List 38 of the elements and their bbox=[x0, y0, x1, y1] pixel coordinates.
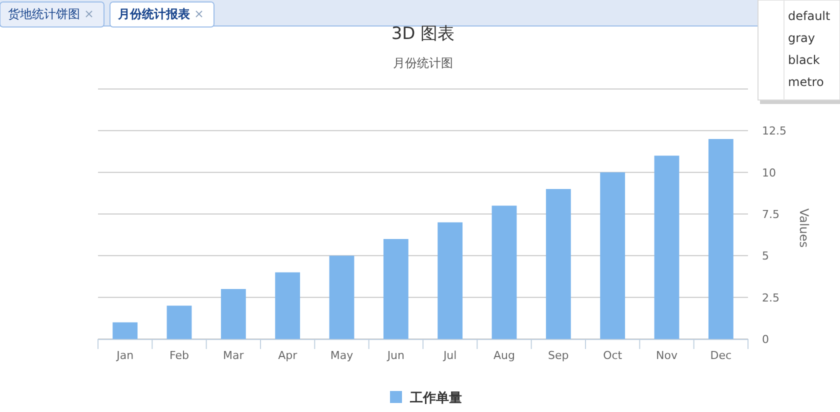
x-tick-label: Sep bbox=[548, 349, 569, 362]
x-tick-label: Mar bbox=[223, 349, 244, 362]
y-tick-label: 0 bbox=[762, 333, 769, 346]
bar bbox=[220, 289, 246, 339]
x-tick-label: May bbox=[330, 349, 354, 362]
bar bbox=[112, 322, 138, 339]
tab: 月份统计报表 bbox=[110, 2, 214, 28]
y-tick-label: 7.5 bbox=[762, 208, 780, 221]
bar bbox=[329, 256, 354, 339]
x-tick-label: Dec bbox=[710, 349, 732, 362]
bar bbox=[438, 222, 463, 339]
bar bbox=[546, 189, 571, 339]
bar bbox=[654, 156, 680, 339]
bar bbox=[708, 139, 734, 339]
bar bbox=[600, 172, 626, 339]
y-tick-label: 12.5 bbox=[762, 124, 786, 138]
x-tick-label: Feb bbox=[170, 349, 189, 362]
legend-label: 工作单量 bbox=[409, 390, 462, 406]
bar bbox=[275, 272, 300, 339]
chart-title: 3D 图表 bbox=[391, 24, 455, 44]
y-tick-label: 5 bbox=[762, 250, 769, 263]
legend: 工作单量 bbox=[390, 391, 462, 406]
x-tick-label: Nov bbox=[656, 349, 678, 362]
bar bbox=[383, 239, 408, 339]
menu: default gray black metro bbox=[758, 0, 840, 104]
x-tick-label: Aug bbox=[494, 349, 515, 362]
y-tick-label: 2.5 bbox=[762, 291, 780, 304]
x-tick-label: Oct bbox=[603, 349, 623, 362]
bar bbox=[166, 306, 192, 339]
chart-subtitle: 月份统计图 bbox=[393, 56, 453, 70]
y-axis-title: Values bbox=[797, 208, 811, 248]
x-tick-label: Jan bbox=[116, 349, 134, 362]
tab: 货地统计饼图 bbox=[0, 2, 104, 28]
y-tick-label: 10 bbox=[762, 166, 776, 180]
bar bbox=[492, 206, 517, 339]
x-tick-label: Jul bbox=[442, 349, 457, 362]
x-tick-label: Apr bbox=[278, 349, 298, 362]
x-tick-label: Jun bbox=[386, 349, 405, 362]
